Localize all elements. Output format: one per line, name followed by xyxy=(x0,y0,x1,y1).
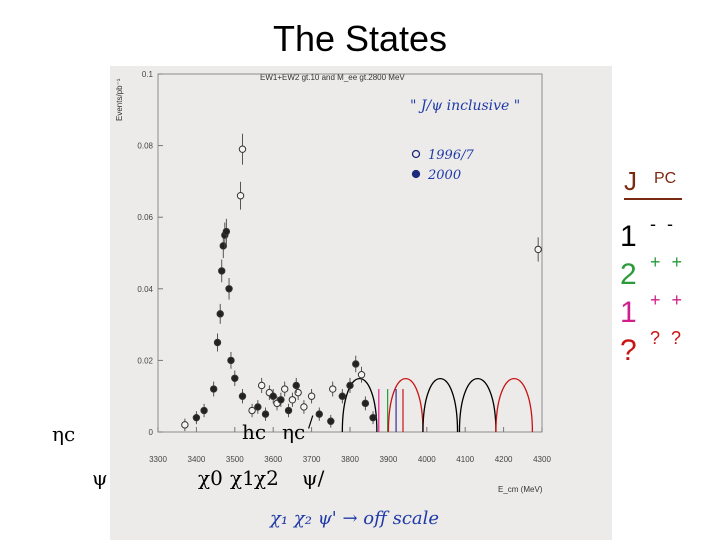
jpc-row-3: 1 + + xyxy=(620,290,720,332)
state-chi-2: χ2 xyxy=(254,466,279,490)
state-eta-c-prime: ηc xyxy=(282,420,306,444)
handwritten-note: χ₁ χ₂ ψ' → off scale xyxy=(268,508,439,529)
y-tick-label: 0.06 xyxy=(137,213,153,222)
data-point xyxy=(257,381,266,390)
x-tick-label: 4000 xyxy=(418,455,436,464)
legend-marker xyxy=(411,169,421,179)
x-tick-label: 3400 xyxy=(188,455,206,464)
data-point xyxy=(261,410,270,418)
data-point xyxy=(534,245,542,254)
state-eta-c: ηc xyxy=(52,422,76,446)
x-axis-label: E_cm (MeV) xyxy=(498,485,543,494)
pc-label: PC xyxy=(654,170,677,187)
jpc-value: ? xyxy=(620,334,637,367)
data-point xyxy=(338,392,347,400)
data-point xyxy=(248,406,256,415)
header-underline xyxy=(624,198,682,200)
x-tick-label: 3500 xyxy=(226,455,244,464)
x-tick-label: 3300 xyxy=(149,455,167,464)
x-tick-label: 3800 xyxy=(341,455,359,464)
chart-title: EW1+EW2 gt.10 and M_ee gt.2800 MeV xyxy=(260,73,405,82)
resonance-arc xyxy=(341,377,378,433)
data-point xyxy=(300,403,308,411)
scanned-plot-background xyxy=(110,66,612,540)
jpc-row-4: ? ? ? xyxy=(620,328,720,370)
data-point xyxy=(288,396,297,404)
data-point xyxy=(219,242,227,250)
y-tick-label: 0.02 xyxy=(137,356,153,365)
jpc-sup: + + xyxy=(650,290,686,310)
x-tick-label: 4200 xyxy=(495,455,513,464)
state-h-c: hc xyxy=(242,420,267,444)
data-point xyxy=(227,356,235,365)
x-tick-label: 3700 xyxy=(303,455,321,464)
data-point xyxy=(236,192,245,200)
jpc-value: 1 xyxy=(620,220,637,253)
data-point xyxy=(192,413,201,422)
x-tick-label: 4300 xyxy=(533,455,551,464)
data-point xyxy=(231,374,239,382)
data-point xyxy=(254,403,262,411)
data-point xyxy=(238,145,247,153)
jpc-sup: ? ? xyxy=(650,328,685,348)
data-point xyxy=(284,406,293,415)
legend-marker xyxy=(411,149,421,159)
data-point xyxy=(281,385,289,393)
annotation-inclusive: " J/ψ inclusive " xyxy=(410,98,520,114)
jpc-row-1: 1 - - xyxy=(620,214,720,256)
data-point xyxy=(369,413,377,422)
data-point xyxy=(218,267,226,275)
state-psi-prime: ψ/ xyxy=(302,466,325,490)
jpc-value: 2 xyxy=(620,258,637,291)
resonance-arc xyxy=(422,377,459,433)
resonance-arc xyxy=(387,377,424,433)
data-point xyxy=(209,385,218,393)
data-point xyxy=(277,396,285,404)
resonance-arc xyxy=(458,377,497,433)
data-point xyxy=(222,227,231,236)
state-chi-0: χ0 xyxy=(198,466,223,490)
chart: EW1+EW2 gt.10 and M_ee gt.2800 MeV Event… xyxy=(115,70,551,529)
state-psi: ψ xyxy=(92,466,108,490)
j-label: J xyxy=(624,166,637,196)
x-tick-label: 3900 xyxy=(380,455,398,464)
data-point xyxy=(213,338,222,347)
data-point xyxy=(292,381,300,390)
y-tick-label: 0.04 xyxy=(137,285,153,294)
jpc-header: J PC xyxy=(624,166,684,202)
y-tick-label: 0.1 xyxy=(142,70,154,79)
legend-label: 1996/7 xyxy=(428,148,474,163)
data-point xyxy=(346,381,354,390)
jpc-row-2: 2 + + xyxy=(620,252,720,294)
data-point xyxy=(357,371,366,379)
jpc-value: 1 xyxy=(620,296,637,329)
data-point xyxy=(225,285,233,293)
data-point xyxy=(315,410,323,418)
data-point xyxy=(181,421,189,429)
jpc-sup: - - xyxy=(650,214,676,234)
state-chi-1: χ1 xyxy=(230,466,255,490)
y-tick-label: 0.08 xyxy=(137,142,153,151)
data-point xyxy=(238,392,247,400)
slide-title: The States xyxy=(272,18,448,59)
data-point xyxy=(361,399,370,408)
y-axis-label: Events/pb⁻¹ xyxy=(115,78,124,121)
resonance-arc xyxy=(495,377,534,433)
data-point xyxy=(307,392,316,400)
state-eta-c-prime-mark: / xyxy=(308,412,314,431)
data-point xyxy=(269,392,277,400)
data-point xyxy=(327,417,335,425)
x-tick-label: 3600 xyxy=(264,455,282,464)
jpc-sup: + + xyxy=(650,252,686,272)
data-point xyxy=(200,406,208,415)
legend-label: 2000 xyxy=(427,168,461,183)
x-tick-label: 4100 xyxy=(456,455,474,464)
data-point xyxy=(216,310,224,318)
data-point xyxy=(329,385,337,393)
y-tick-label: 0 xyxy=(149,428,154,437)
data-point xyxy=(352,360,360,368)
